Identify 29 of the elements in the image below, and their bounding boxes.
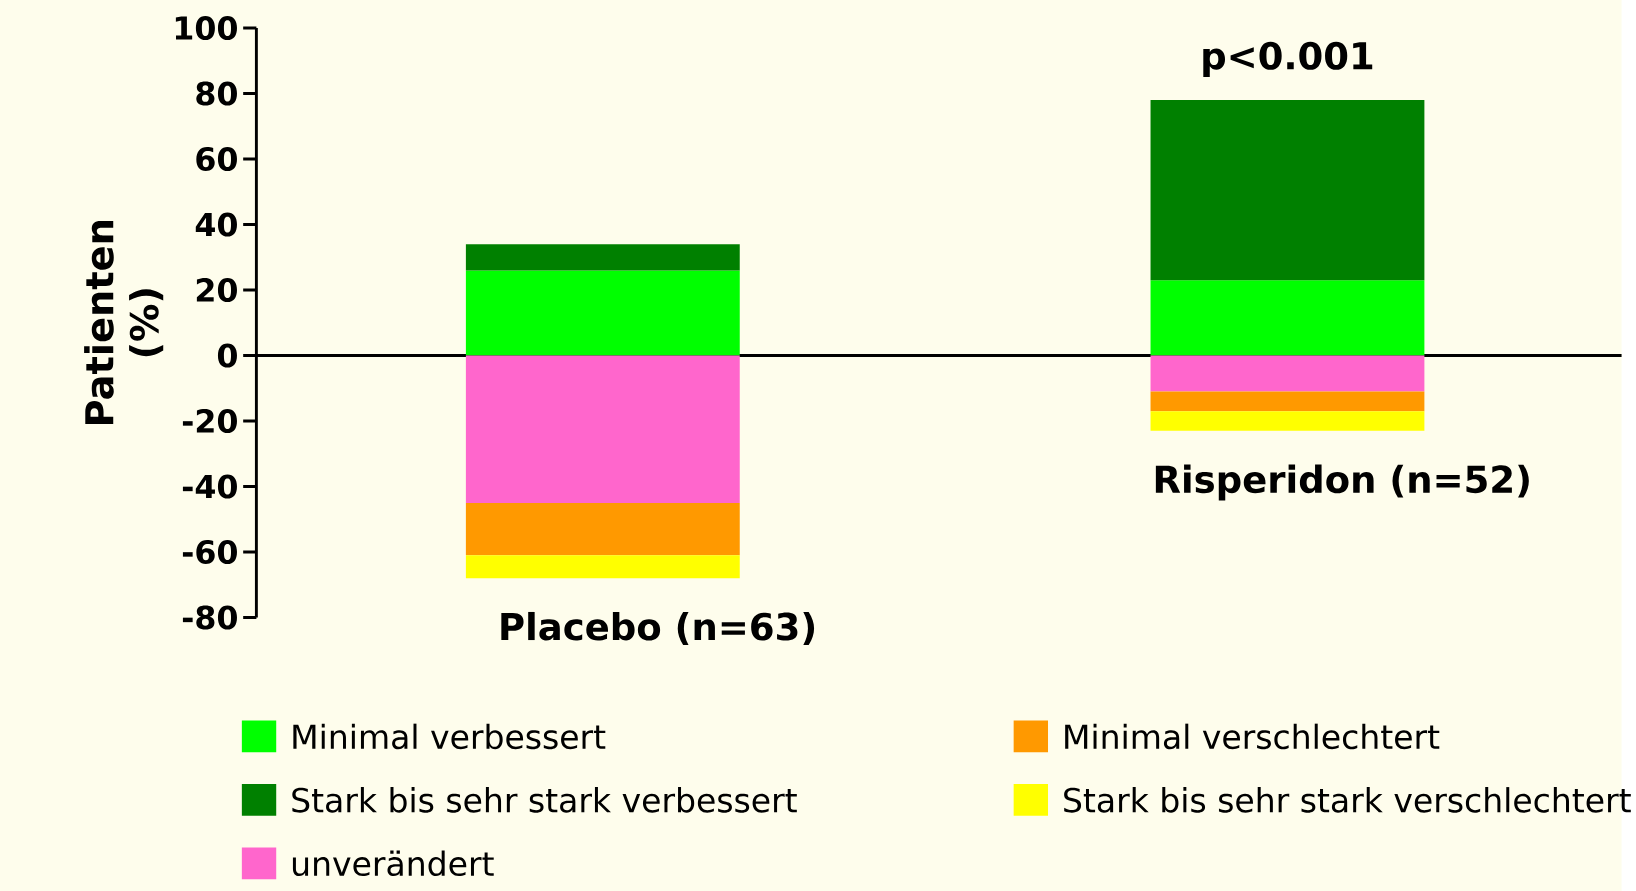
- bar: [1150, 280, 1425, 356]
- legend-label: unverändert: [292, 850, 494, 877]
- x-tick-label: Risperidon (n=52): [1155, 464, 1529, 501]
- y-tick-label: -40: [182, 474, 237, 499]
- bar: [1150, 411, 1425, 431]
- y-axis-title: Patienten (%): [84, 221, 164, 424]
- annotation: p<0.001: [1203, 41, 1373, 77]
- y-tick-label: 40: [195, 212, 237, 237]
- bar: [465, 355, 740, 503]
- bar: [465, 270, 740, 356]
- bar: [465, 502, 740, 556]
- legend-label: Stark bis sehr stark verschlechtert: [1064, 787, 1631, 813]
- y-tick-label: 60: [196, 147, 237, 172]
- bar: [1150, 391, 1425, 412]
- bar: [465, 244, 740, 271]
- x-tick-label: Placebo (n=63): [501, 611, 815, 645]
- bar: [1150, 100, 1425, 281]
- y-tick-label: -80: [182, 605, 237, 630]
- y-tick-label: -60: [182, 539, 237, 564]
- y-tick-label: 0: [217, 343, 237, 368]
- y-tick-label: 100: [175, 16, 237, 41]
- bar: [1150, 355, 1425, 392]
- y-tick-label: -20: [182, 408, 237, 433]
- legend-label: Stark bis sehr stark verbessert: [292, 787, 797, 813]
- bar: [465, 555, 740, 579]
- legend-label: Minimal verbessert: [293, 723, 606, 750]
- y-tick-label: 20: [196, 278, 237, 303]
- y-tick-label: 80: [196, 81, 237, 106]
- legend-label: Minimal verschlechtert: [1065, 723, 1440, 750]
